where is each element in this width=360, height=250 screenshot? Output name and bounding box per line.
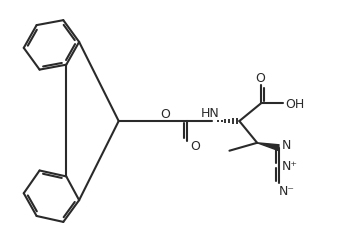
Text: O: O: [190, 140, 200, 153]
Text: N⁻: N⁻: [279, 184, 295, 197]
Text: O: O: [255, 72, 265, 85]
Text: HN: HN: [200, 106, 219, 119]
Text: N⁺: N⁺: [282, 160, 298, 172]
Polygon shape: [257, 143, 279, 151]
Text: OH: OH: [285, 97, 304, 110]
Text: N: N: [282, 139, 292, 152]
Text: O: O: [160, 107, 170, 120]
